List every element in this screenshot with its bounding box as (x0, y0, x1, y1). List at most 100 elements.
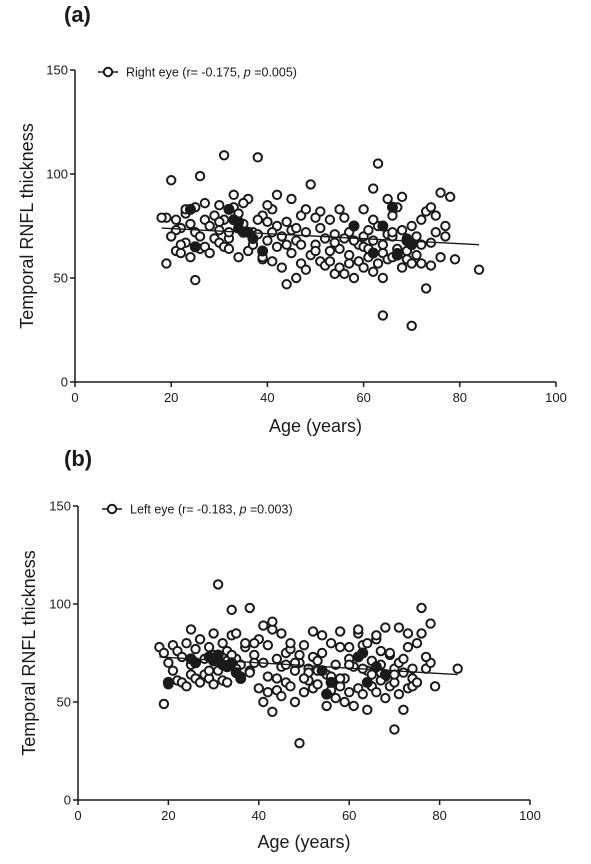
p1-data-point (420, 651, 432, 663)
p1-data-point-filled (379, 669, 391, 681)
p0-data-point (406, 220, 417, 232)
p0-y-tick-label: 50 (54, 271, 68, 286)
p1-data-point (334, 626, 346, 637)
p0-data-point (377, 310, 389, 321)
p0-data-point (377, 239, 389, 250)
p0-data-point (276, 231, 288, 242)
p1-data-point (194, 677, 206, 688)
p1-data-point (380, 692, 391, 704)
p1-data-point (203, 665, 215, 676)
p0-data-point (416, 214, 427, 225)
p1-data-point (258, 696, 269, 708)
p1-data-point (298, 687, 310, 698)
p0-data-point (319, 233, 331, 244)
p1-data-point (190, 643, 201, 655)
p0-data-point (286, 247, 297, 259)
p0-data-point (425, 202, 437, 213)
p0-legend-p-symbol: p (243, 66, 251, 80)
p0-data-point (372, 258, 384, 269)
p0-data-point (204, 220, 215, 232)
p1-data-point (267, 706, 278, 717)
p1-x-tick-label: 60 (342, 808, 356, 823)
p1-data-point (416, 602, 427, 614)
p0-data-point (214, 200, 225, 211)
p1-legend-marker (106, 503, 118, 515)
p1-data-point (185, 624, 197, 635)
p0-data-point (339, 212, 350, 223)
p1-data-point (344, 687, 355, 698)
p0-data-point (440, 231, 451, 242)
p0-data-point (199, 197, 211, 209)
p1-data-point (411, 638, 423, 649)
p1-data-point (217, 638, 228, 649)
p0-x-tick-label: 80 (453, 390, 467, 405)
p0-data-point (358, 204, 369, 215)
p1-data-point (330, 692, 341, 704)
p1-data-point (231, 628, 242, 639)
p0-data-point-filled (377, 220, 389, 232)
p1-data-point (181, 638, 192, 649)
p0-data-point (324, 214, 336, 225)
p1-x-tick-label: 0 (74, 808, 81, 823)
p1-data-point (402, 641, 414, 653)
p0-data-point (329, 237, 340, 248)
p1-data-point (375, 645, 387, 657)
p0-data-point (444, 191, 456, 203)
p0-x-tick-label: 20 (164, 390, 178, 405)
p1-data-point (176, 651, 188, 663)
p1-data-point (348, 700, 359, 712)
p0-data-point (348, 272, 360, 284)
p1-x-tick-label: 80 (432, 808, 446, 823)
p1-data-point (158, 698, 170, 710)
p0-data-point-filled (184, 203, 196, 215)
p0-legend-text: Right eye (r= -0.175, (126, 66, 244, 80)
p1-data-point (221, 677, 233, 688)
p1-data-point-filled (325, 676, 337, 688)
p1-y-tick-label: 150 (49, 499, 71, 514)
p0-data-point (315, 222, 326, 234)
p0-data-point (440, 220, 451, 232)
p0-legend-label: Right eye (r= -0.175, p =0.005) (126, 66, 297, 80)
p1-data-point (362, 704, 373, 716)
p0-data-point (435, 252, 446, 263)
p0-data-point (420, 283, 432, 294)
p0-data-point (358, 262, 369, 273)
p1-data-point (344, 659, 355, 670)
p1-data-point (325, 638, 337, 649)
p1-legend-label: Left eye (r= -0.183, p =0.003) (130, 503, 293, 517)
p1-y-axis-title: Temporal RNFL thickness (19, 550, 39, 755)
p0-data-point (185, 252, 196, 263)
p0-data-point (425, 260, 437, 271)
p0-data-point (170, 214, 182, 225)
p0-data-point (276, 262, 288, 273)
p1-data-point (167, 665, 179, 676)
p1-data-point (262, 687, 274, 698)
p1-data-point (371, 630, 382, 641)
p1-legend-text: Left eye (r= -0.183, (130, 503, 239, 517)
p0-data-point (228, 189, 239, 201)
p0-data-point-filled (257, 245, 269, 257)
p1-data-point (298, 639, 310, 651)
p1-data-point (262, 639, 274, 651)
p1-data-point-filled (321, 688, 333, 700)
p0-data-point (218, 150, 230, 161)
p0-data-point (368, 183, 379, 194)
p0-data-point-filled (348, 220, 360, 232)
p0-data-point-filled (189, 241, 201, 253)
p0-data-point (295, 239, 307, 250)
p0-data-point (300, 264, 312, 275)
p1-data-point (393, 622, 405, 633)
p1-data-point (316, 647, 328, 659)
p0-data-point (262, 235, 273, 246)
p0-legend-p-value: =0.005) (251, 66, 297, 80)
p0-data-point (190, 274, 201, 286)
p1-data-point (240, 638, 251, 649)
p0-data-point (252, 214, 263, 225)
p0-data-point (175, 247, 187, 259)
p1-data-point (429, 681, 441, 692)
p1-data-point (353, 624, 364, 635)
p1-data-point (249, 638, 260, 649)
p0-data-point (377, 272, 389, 284)
